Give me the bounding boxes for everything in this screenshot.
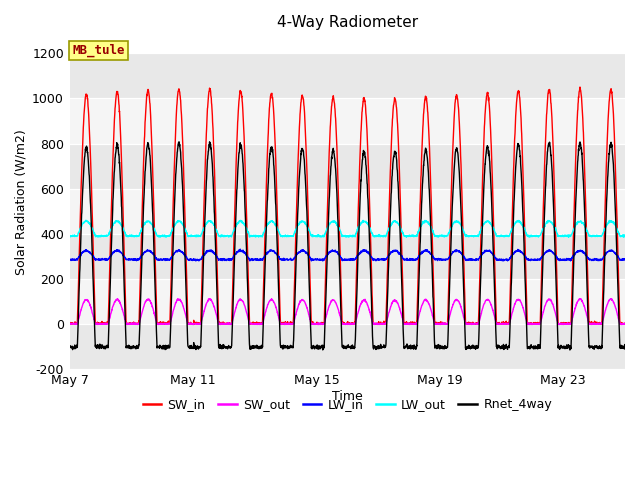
Bar xyxy=(70,98,625,144)
Bar xyxy=(70,189,625,234)
Bar xyxy=(70,234,625,279)
Bar xyxy=(70,36,625,53)
Bar xyxy=(70,53,625,98)
Bar xyxy=(70,279,625,324)
Y-axis label: Solar Radiation (W/m2): Solar Radiation (W/m2) xyxy=(15,129,28,275)
Text: MB_tule: MB_tule xyxy=(72,44,125,57)
X-axis label: Time: Time xyxy=(332,390,363,403)
Title: 4-Way Radiometer: 4-Way Radiometer xyxy=(276,15,418,30)
Bar xyxy=(70,324,625,369)
Bar xyxy=(70,144,625,189)
Legend: SW_in, SW_out, LW_in, LW_out, Rnet_4way: SW_in, SW_out, LW_in, LW_out, Rnet_4way xyxy=(138,393,557,416)
